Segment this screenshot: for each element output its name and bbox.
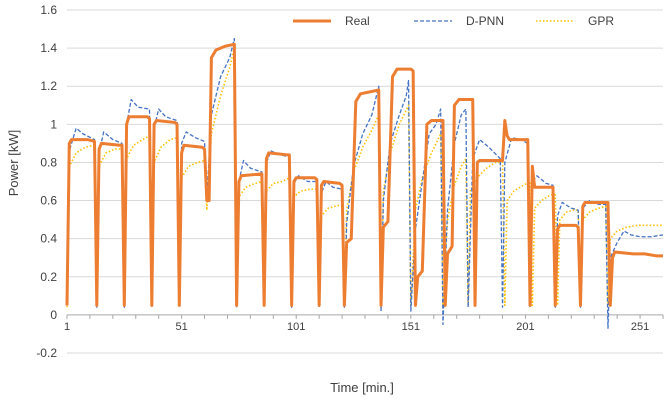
legend: Real D-PNN GPR: [293, 14, 614, 28]
y-tick-label: 0: [50, 308, 57, 322]
y-tick-labels: -0.2 0 0.2 0.4 0.6 0.8 1 1.2 1.4 1.6: [36, 3, 57, 360]
y-tick-label: 1.6: [40, 3, 57, 17]
y-tick-label: 1.4: [40, 41, 57, 55]
legend-label: GPR: [588, 14, 614, 28]
series-line-gpr: [66, 47, 663, 308]
series-line-d-pnn: [66, 37, 664, 329]
y-tick-label: 0.6: [40, 194, 57, 208]
y-tick-label: 0.4: [40, 232, 57, 246]
y-tick-label: 1: [50, 117, 57, 131]
y-axis-label: Power [kW]: [6, 130, 21, 196]
x-tick-label: 151: [402, 321, 420, 333]
series-line-real: [65, 42, 663, 307]
y-tick-label: 0.2: [40, 270, 57, 284]
x-tick-label: 1: [64, 321, 70, 333]
y-tick-label: 1.2: [40, 79, 57, 93]
axes: [66, 314, 664, 319]
legend-label: Real: [345, 14, 370, 28]
y-tick-label: -0.2: [36, 346, 57, 360]
x-tick-label: 251: [631, 321, 649, 333]
series-lines: [65, 37, 664, 329]
y-tick-label: 0.8: [40, 155, 57, 169]
gridlines: [67, 9, 663, 354]
x-tick-label: 101: [287, 321, 305, 333]
x-axis-label: Time [min.]: [330, 380, 394, 395]
x-tick-label: 201: [516, 321, 534, 333]
legend-label: D-PNN: [466, 14, 504, 28]
x-tick-label: 51: [175, 321, 187, 333]
x-tick-labels: 1 51 101 151 201 251: [64, 321, 649, 333]
